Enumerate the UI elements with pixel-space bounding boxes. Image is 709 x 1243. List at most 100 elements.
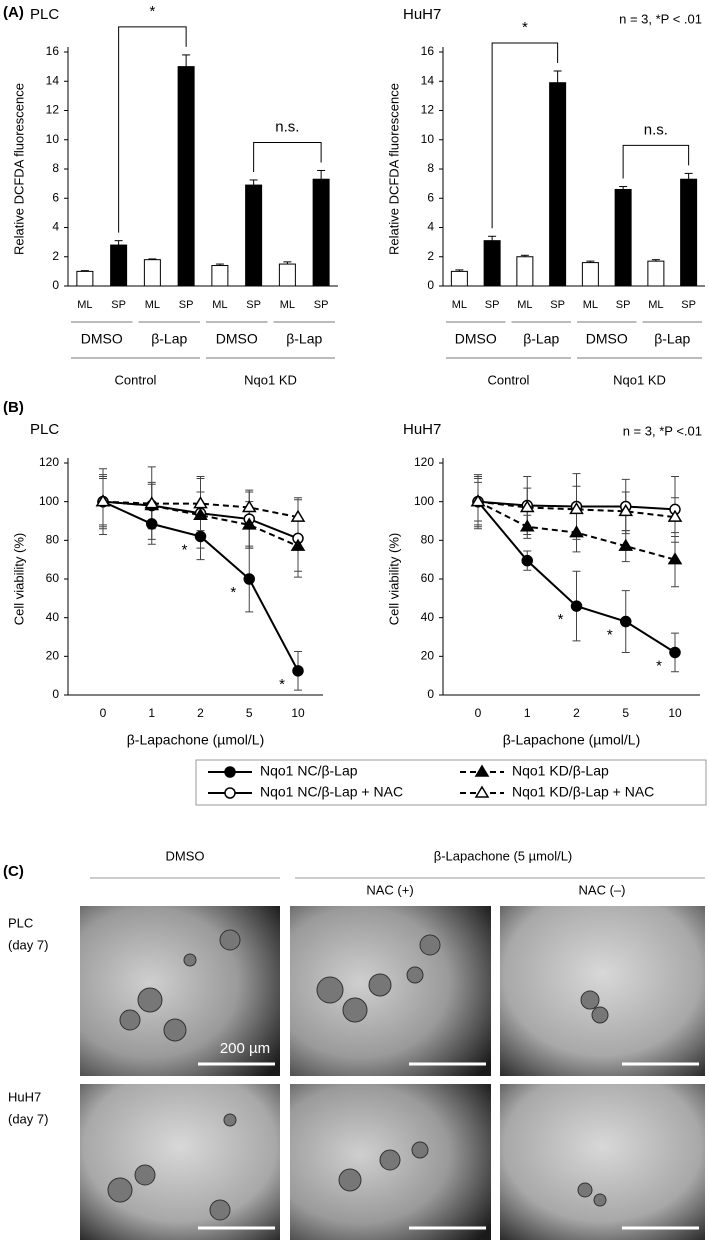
x-tick-label: 0 xyxy=(100,706,107,720)
y-tick-label: 2 xyxy=(427,249,434,263)
y-tick-label: 6 xyxy=(52,190,59,204)
micrograph xyxy=(80,906,280,1076)
x-tick-label: ML xyxy=(77,299,92,311)
point xyxy=(519,500,535,513)
point xyxy=(193,496,208,509)
panel-label: (C) xyxy=(3,863,24,880)
bar xyxy=(483,240,501,287)
annotation: * xyxy=(230,584,236,601)
row-label: (day 7) xyxy=(8,1111,48,1126)
bracket xyxy=(253,141,322,172)
column-label: NAC (–) xyxy=(579,882,626,897)
annotation: n.s. xyxy=(275,118,299,135)
x-tick-label: ML xyxy=(145,299,160,311)
x-tick-label: 5 xyxy=(246,706,253,720)
y-axis-label: Cell viability (%) xyxy=(11,533,26,625)
x-tick-label: SP xyxy=(485,299,500,311)
cells xyxy=(107,929,609,1221)
point xyxy=(618,538,634,551)
legend-marker xyxy=(474,764,490,777)
annotation: * xyxy=(607,627,613,644)
x-tick-label: 5 xyxy=(622,706,629,720)
annotation: * xyxy=(182,541,188,558)
chart-title: PLC xyxy=(30,421,59,438)
point xyxy=(620,615,632,628)
group-label: DMSO xyxy=(586,331,628,347)
point xyxy=(569,525,584,538)
x-tick-label: SP xyxy=(681,299,696,311)
bar xyxy=(143,259,161,287)
legend-label: Nqo1 NC/β-Lap xyxy=(260,763,358,779)
bar xyxy=(450,270,468,287)
micrograph xyxy=(500,1084,705,1240)
x-tick-label: SP xyxy=(111,299,126,311)
y-tick-label: 8 xyxy=(427,161,434,175)
y-tick-label: 8 xyxy=(52,161,59,175)
note: n = 3, *P < .01 xyxy=(619,11,702,26)
bracket xyxy=(491,42,559,229)
x-tick-label: ML xyxy=(583,299,598,311)
point xyxy=(570,600,583,612)
legend-label: Nqo1 KD/β-Lap xyxy=(512,763,609,779)
column-label: NAC (+) xyxy=(366,882,413,897)
panel-c: DMSO β-Lapachone (5 µmol/L) NAC (+) NAC … xyxy=(8,848,705,1240)
y-tick-label: 60 xyxy=(421,571,435,585)
y-tick-label: 60 xyxy=(46,571,60,585)
bar xyxy=(581,262,599,287)
y-tick-label: 0 xyxy=(52,687,59,701)
legend-box xyxy=(195,759,707,806)
group-label: β-Lap xyxy=(523,331,559,347)
y-tick-label: 12 xyxy=(46,103,60,117)
x-tick-label: 10 xyxy=(668,706,682,720)
y-tick-label: 12 xyxy=(421,103,435,117)
x-tick-label: ML xyxy=(452,299,467,311)
legend-label: Nqo1 NC/β-Lap + NAC xyxy=(260,784,403,800)
x-axis-label: β-Lapachone (µmol/L) xyxy=(127,732,265,748)
series-line xyxy=(477,500,676,519)
micrograph xyxy=(500,906,705,1076)
bar xyxy=(549,82,567,287)
point xyxy=(194,530,207,543)
chart-title: PLC xyxy=(30,6,59,23)
y-tick-label: 100 xyxy=(39,494,59,508)
y-tick-label: 4 xyxy=(52,220,59,234)
y-tick-label: 20 xyxy=(46,649,60,663)
point xyxy=(519,519,535,532)
panel-label: (A) xyxy=(3,4,24,21)
point xyxy=(470,494,486,507)
row-label: (day 7) xyxy=(8,937,48,952)
bar xyxy=(278,263,296,287)
y-tick-label: 6 xyxy=(427,190,434,204)
point xyxy=(290,538,306,551)
bar xyxy=(76,270,94,287)
x-tick-label: SP xyxy=(246,299,261,311)
y-tick-label: 14 xyxy=(421,73,435,87)
y-tick-label: 80 xyxy=(421,533,435,547)
annotation: * xyxy=(656,657,662,674)
y-tick-label: 80 xyxy=(46,533,60,547)
group-label: DMSO xyxy=(216,331,258,347)
x-tick-label: ML xyxy=(280,299,295,311)
column-label: DMSO xyxy=(166,848,205,863)
legend-marker xyxy=(474,785,490,798)
y-tick-label: 4 xyxy=(427,220,434,234)
y-axis-label: Cell viability (%) xyxy=(386,533,401,625)
group-label: DMSO xyxy=(455,331,497,347)
x-tick-label: 2 xyxy=(197,706,204,720)
bar xyxy=(245,184,263,287)
x-tick-label: SP xyxy=(550,299,565,311)
bar xyxy=(110,244,128,287)
point xyxy=(669,646,681,659)
annotation: n.s. xyxy=(644,121,668,138)
y-tick-label: 16 xyxy=(421,44,435,58)
y-tick-label: 2 xyxy=(52,249,59,263)
scale-bars xyxy=(198,1062,699,1230)
y-tick-label: 10 xyxy=(46,132,60,146)
point xyxy=(618,503,634,517)
x-tick-label: 1 xyxy=(524,706,531,720)
supergroup-label: Nqo1 KD xyxy=(613,372,666,387)
point xyxy=(569,501,584,515)
y-tick-label: 14 xyxy=(46,73,60,87)
y-tick-label: 16 xyxy=(46,44,60,58)
